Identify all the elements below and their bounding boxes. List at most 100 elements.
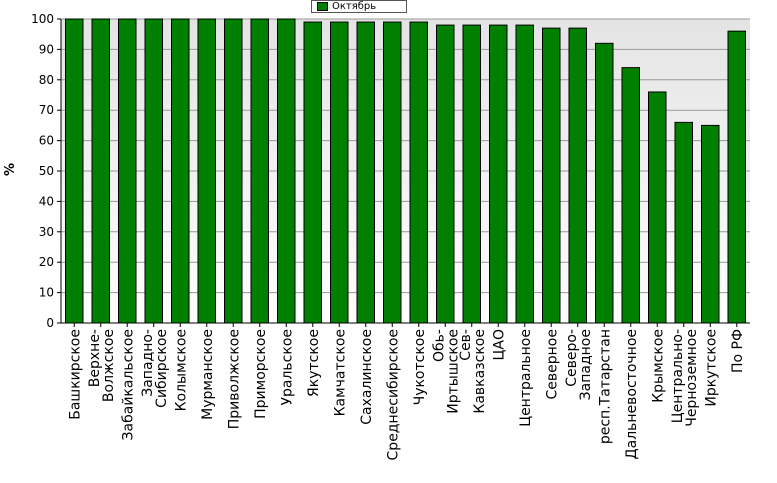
bar — [701, 124, 720, 324]
legend-swatch — [317, 2, 328, 11]
x-tick-label: Сев-Кавказское — [458, 329, 488, 414]
x-tick-label: Среднесибирское — [385, 329, 401, 460]
x-tick-label-line: Северо- — [564, 329, 580, 387]
bar — [648, 91, 667, 324]
x-tick-label-line: Сибирское — [154, 329, 170, 408]
bar — [171, 18, 190, 324]
x-tick-label-line: Забайкальское — [120, 329, 136, 440]
x-tick-label-line: Иртышское — [445, 329, 461, 414]
x-tick-label: Западно-Сибирское — [140, 329, 170, 408]
x-tick-label: Центрально-Черноземное — [670, 329, 700, 427]
bar — [91, 18, 110, 324]
x-tick-label: Забайкальское — [120, 329, 136, 440]
bar — [462, 24, 481, 324]
x-tick-label-line: Западное — [578, 329, 594, 400]
x-tick-label-line: Кавказское — [472, 329, 488, 414]
x-tick-label-line: Западно- — [140, 329, 156, 397]
bar — [197, 18, 216, 324]
x-tick-label-line: Дальневосточное — [624, 329, 640, 459]
legend: Октябрь — [311, 0, 407, 13]
x-tick-label-line: ЦАО — [491, 329, 507, 360]
x-tick-label-line: По РФ — [730, 329, 746, 373]
x-tick-label-line: Уральское — [279, 329, 295, 406]
x-tick-label-line: Центральное — [518, 329, 534, 427]
x-tick-label-line: Камчатское — [332, 329, 348, 416]
x-tick-label: Сахалинское — [359, 329, 375, 425]
x-tick-label: Камчатское — [332, 329, 348, 416]
x-tick-label-line: Колымское — [173, 329, 189, 411]
x-tick-label: Приволжское — [226, 329, 242, 429]
x-tick-label: ЦАО — [491, 329, 507, 360]
y-axis-label: % — [3, 162, 19, 177]
y-tick-label: 10 — [39, 286, 54, 300]
x-tick-label-line: Волжское — [101, 329, 117, 402]
x-tick-label: Дальневосточное — [624, 329, 640, 459]
x-tick-label: Колымское — [173, 329, 189, 411]
y-tick-label: 20 — [39, 255, 54, 269]
x-tick-label: Мурманское — [200, 329, 216, 420]
bar — [303, 21, 322, 324]
x-tick-label-line: Сев- — [458, 329, 474, 361]
y-tick-label: 40 — [39, 194, 54, 208]
y-tick-label: 80 — [39, 73, 54, 87]
x-tick-label-line: Якутское — [306, 329, 322, 397]
x-tick-label: Центральное — [518, 329, 534, 427]
bar — [118, 18, 137, 324]
x-tick-label-line: Мурманское — [200, 329, 216, 420]
x-tick-label: Приморское — [253, 329, 269, 419]
bar — [409, 21, 428, 324]
bar — [250, 18, 269, 324]
bar — [542, 27, 561, 324]
x-tick-label-line: Верхне- — [87, 329, 103, 387]
x-tick-label-line: Среднесибирское — [385, 329, 401, 460]
x-tick-label-line: Черноземное — [684, 329, 700, 427]
x-tick-label-line: Башкирское — [67, 329, 83, 420]
bar — [489, 24, 508, 324]
x-tick-label: Крымское — [650, 329, 666, 403]
x-tick-label: Северо-Западное — [564, 329, 594, 400]
bar — [224, 18, 243, 324]
x-tick-label: Северное — [544, 329, 560, 399]
bar — [568, 27, 587, 324]
bar — [621, 67, 640, 324]
x-tick-label: Якутское — [306, 329, 322, 397]
bar — [674, 121, 693, 324]
x-tick-label-line: Сахалинское — [359, 329, 375, 425]
bar — [515, 24, 534, 324]
bar — [277, 18, 296, 324]
x-tick-label: Уральское — [279, 329, 295, 406]
x-tick-label-line: Иркутское — [703, 329, 719, 407]
bar — [330, 21, 349, 324]
x-tick-label: Башкирское — [67, 329, 83, 420]
y-tick-label: 50 — [39, 164, 54, 178]
bar — [144, 18, 163, 324]
x-tick-label-line: Чукотское — [412, 329, 428, 405]
x-tick-label-line: Крымское — [650, 329, 666, 403]
x-tick-label: Верхне-Волжское — [87, 329, 117, 402]
x-tick-label-line: Приморское — [253, 329, 269, 419]
x-tick-label: Иркутское — [703, 329, 719, 407]
y-tick-label: 70 — [39, 103, 54, 117]
legend-label: Октябрь — [332, 1, 377, 12]
bar — [383, 21, 402, 324]
x-tick-label: респ.Татарстан — [597, 329, 613, 444]
x-tick-label-line: респ.Татарстан — [597, 329, 613, 444]
x-tick-label-line: Обь- — [431, 329, 447, 362]
y-tick-label: 30 — [39, 225, 54, 239]
x-tick-label: Чукотское — [412, 329, 428, 405]
x-tick-label-line: Центрально- — [670, 329, 686, 423]
bar — [356, 21, 375, 324]
bar — [436, 24, 455, 324]
y-tick-label: 0 — [46, 316, 54, 330]
bar — [595, 42, 614, 324]
x-tick-label-line: Приволжское — [226, 329, 242, 429]
x-tick-label-line: Северное — [544, 329, 560, 399]
bar — [65, 18, 84, 324]
x-tick-label: Обь-Иртышское — [431, 329, 461, 414]
y-tick-label: 100 — [31, 12, 54, 26]
bar — [727, 30, 746, 324]
x-tick-label: По РФ — [730, 329, 746, 373]
y-tick-label: 90 — [39, 42, 54, 56]
